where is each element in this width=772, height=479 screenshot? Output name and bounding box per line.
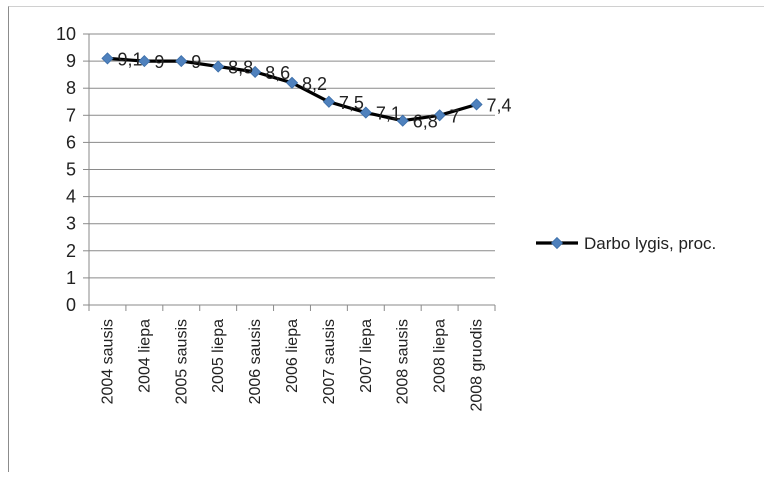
data-label: 8,6: [265, 63, 290, 83]
x-tick-label: 2004 liepa: [136, 319, 153, 393]
data-label: 9: [154, 52, 164, 72]
data-labels: 9,1 9 9 8,8 8,6 8,2 7,5 7,1 6,8 7 7,4: [117, 49, 511, 131]
data-point-marker: [322, 95, 335, 108]
data-point-marker: [359, 106, 372, 119]
y-tick-label: 2: [66, 241, 76, 261]
data-label: 6,8: [413, 112, 438, 132]
y-tick-label: 4: [66, 187, 76, 207]
y-tick-label: 10: [56, 24, 76, 44]
y-tick-label: 6: [66, 132, 76, 152]
y-tick-label: 0: [66, 295, 76, 315]
x-tick-label: 2007 sausis: [321, 319, 338, 404]
y-axis-ticks: 0 1 2 3 4 5 6 7 8 9 10: [56, 24, 76, 315]
data-point-marker: [175, 55, 188, 68]
data-label: 8,8: [228, 58, 253, 78]
y-tick-label: 3: [66, 214, 76, 234]
data-label: 7,5: [339, 93, 364, 113]
data-point-marker: [285, 76, 299, 89]
data-point-marker: [249, 65, 262, 79]
data-point-marker: [212, 60, 225, 73]
x-tick-label: 2004 sausis: [99, 319, 116, 404]
data-label: 7,4: [487, 95, 512, 115]
data-point-marker: [433, 109, 446, 122]
legend: Darbo lygis, proc.: [536, 234, 716, 253]
data-point-marker: [396, 114, 409, 127]
x-axis-ticks: 2004 sausis 2004 liepa 2005 sausis 2005 lie…: [99, 319, 485, 412]
data-label: 7,1: [376, 104, 401, 124]
legend-label: Darbo lygis, proc.: [584, 234, 716, 253]
gridlines: [89, 33, 495, 279]
data-label: 8,2: [302, 74, 327, 94]
x-tick-label: 2005 sausis: [173, 319, 190, 404]
data-label: 9,1: [117, 49, 142, 69]
y-tick-label: 7: [66, 105, 76, 125]
x-tick-label: 2006 sausis: [247, 319, 264, 404]
x-tick-label: 2008 gruodis: [469, 319, 486, 412]
data-label: 9: [191, 52, 201, 72]
x-tick-label: 2008 sausis: [395, 319, 412, 404]
data-point-marker: [138, 55, 151, 68]
y-tick-label: 9: [66, 51, 76, 71]
x-tick-label: 2007 liepa: [358, 319, 375, 393]
y-tick-label: 8: [66, 78, 76, 98]
data-point-marker: [101, 52, 114, 65]
data-label: 7: [450, 106, 460, 126]
series-group: [101, 52, 483, 127]
x-tick-label: 2005 liepa: [210, 319, 227, 393]
chart-frame: [8, 6, 764, 472]
x-tick-label: 2006 liepa: [284, 319, 301, 393]
data-point-marker: [470, 98, 483, 111]
x-tick-label: 2008 liepa: [432, 319, 449, 393]
legend-marker-icon: [550, 236, 564, 250]
y-tick-label: 5: [66, 160, 76, 180]
y-tick-label: 1: [66, 268, 76, 288]
axes: [83, 33, 496, 311]
